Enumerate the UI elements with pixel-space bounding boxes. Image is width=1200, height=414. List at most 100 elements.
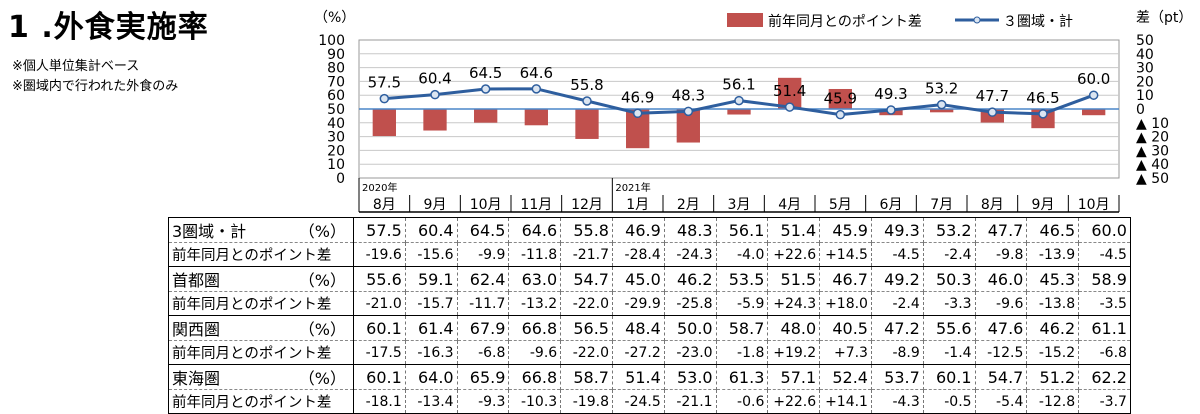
- table-cell: -23.0: [664, 340, 717, 365]
- row-label-text: 3圏域・計: [172, 222, 247, 241]
- table-cell: 46.9: [612, 217, 665, 243]
- table-cell: 48.3: [664, 217, 717, 243]
- table-cell: 58.9: [1078, 266, 1131, 292]
- page-title: 1 .外食実施率: [8, 10, 209, 45]
- table-cell: 55.6: [353, 266, 406, 292]
- bar-diff: [372, 109, 396, 137]
- row-label-text: 前年同月とのポイント差: [172, 297, 332, 313]
- table-cell: 51.2: [1026, 364, 1080, 390]
- right-axis-unit: 差（pt）: [1136, 10, 1192, 26]
- table-cell: -4.5: [871, 242, 924, 267]
- line-data-label: 57.5: [368, 74, 401, 92]
- right-tick-label: ▲ 40: [1136, 157, 1169, 173]
- table-cell: -11.8: [508, 242, 562, 267]
- table-cell: 58.7: [716, 315, 769, 341]
- x-tick-label: 9月: [424, 197, 447, 213]
- table-cell: 51.4: [612, 364, 665, 390]
- left-tick-label: 30: [327, 130, 345, 146]
- table-cell: -13.2: [508, 291, 562, 316]
- table-cell: -27.2: [612, 340, 665, 365]
- line-point: [886, 105, 896, 115]
- row-label-text: 前年同月とのポイント差: [172, 248, 332, 264]
- row-label-text: 東海圏: [172, 369, 221, 388]
- row-label: 前年同月とのポイント差: [168, 242, 354, 267]
- line-data-label: 60.4: [418, 70, 451, 88]
- row-label: 東海圏 （%）: [168, 364, 354, 390]
- x-tick-label: 8月: [981, 197, 1004, 213]
- bar-diff: [423, 109, 447, 131]
- right-tick-label: 0: [1136, 102, 1145, 118]
- right-tick-label: ▲ 10: [1136, 116, 1169, 132]
- table-cell: -9.8: [975, 242, 1028, 267]
- table-row-rate: 関西圏 （%） 60.1 61.4 67.9 66.8 56.5 48.4 50.0 58.7 48…: [168, 315, 1131, 341]
- line-point: [632, 108, 643, 119]
- table-row-diff: 前年同月とのポイント差 -19.6 -15.6 -9.9 -11.8 -21.7 -28.4…: [168, 242, 1131, 267]
- table-cell: 53.5: [716, 266, 769, 292]
- table-cell: 46.7: [819, 266, 872, 292]
- table-cell: 53.2: [923, 217, 976, 243]
- table-cell: 66.8: [508, 315, 562, 341]
- table-cell: -4.0: [716, 242, 769, 267]
- table-cell: 45.3: [1026, 266, 1080, 292]
- line-data-label: 53.2: [925, 80, 958, 98]
- row-unit: （%）: [298, 369, 346, 388]
- legend-bar-swatch: [727, 13, 763, 27]
- row-unit: （%）: [298, 271, 346, 290]
- table-cell: 61.1: [1078, 315, 1131, 341]
- table-cell: 55.6: [923, 315, 976, 341]
- table-cell: 47.2: [871, 315, 924, 341]
- table-cell: -2.4: [871, 291, 924, 316]
- left-tick-label: 70: [327, 74, 345, 90]
- line-point: [1088, 90, 1099, 100]
- table-cell: -11.7: [457, 291, 510, 316]
- row-unit: （%）: [298, 222, 346, 241]
- table-cell: -1.8: [716, 340, 769, 365]
- table-cell: 53.7: [871, 364, 924, 390]
- row-label-text: 首都圏: [172, 271, 221, 290]
- table-cell: -12.5: [975, 340, 1028, 365]
- table-cell: 52.4: [819, 364, 872, 390]
- table-cell: 46.2: [1026, 315, 1080, 341]
- table-cell: 64.0: [405, 364, 458, 390]
- table-cell: -22.0: [560, 340, 613, 365]
- row-label: 関西圏 （%）: [168, 315, 354, 341]
- bar-diff: [676, 109, 700, 143]
- x-tick-label: 1月: [626, 197, 649, 213]
- table-cell: 59.1: [405, 266, 458, 292]
- table-cell: -4.5: [1078, 242, 1131, 267]
- table-cell: -2.4: [923, 242, 976, 267]
- table-cell: -9.6: [975, 291, 1028, 316]
- left-axis-unit: （%）: [314, 10, 355, 26]
- right-tick-label: 40: [1136, 47, 1154, 63]
- x-tick-label: 7月: [930, 197, 953, 213]
- line-point: [480, 84, 491, 94]
- left-tick-label: 10: [327, 157, 345, 173]
- x-tick-label: 5月: [829, 197, 852, 213]
- table-cell: +24.3: [767, 291, 821, 316]
- x-tick-label: 8月: [373, 197, 396, 213]
- line-data-label: 48.3: [672, 86, 705, 104]
- bar-diff: [474, 109, 498, 123]
- right-tick-label: ▲ 20: [1136, 130, 1169, 146]
- line-data-label: 47.7: [976, 87, 1009, 105]
- line-data-label: 64.6: [520, 64, 553, 82]
- row-label: 前年同月とのポイント差: [168, 340, 354, 365]
- table-cell: -6.8: [457, 340, 510, 365]
- bar-diff: [778, 77, 802, 109]
- table-cell: -22.0: [560, 291, 613, 316]
- x-tick-label: 11月: [520, 197, 552, 213]
- table-cell: +7.3: [819, 340, 872, 365]
- table-cell: 60.1: [353, 364, 406, 390]
- bar-diff: [575, 109, 599, 139]
- note-basis: ※個人単位集計ベース: [12, 59, 140, 74]
- right-tick-label: 50: [1136, 33, 1154, 49]
- line-data-label: 64.5: [469, 64, 502, 82]
- line-data-label: 46.5: [1026, 89, 1059, 107]
- line-data-label: 46.9: [621, 88, 654, 106]
- left-tick-label: 90: [327, 47, 345, 63]
- x-tick-label: 10月: [470, 197, 502, 213]
- table-cell: 54.7: [975, 364, 1028, 390]
- line-point: [734, 95, 744, 106]
- table-row-diff: 前年同月とのポイント差 -21.0 -15.7 -11.7 -13.2 -22.0 -29.…: [168, 291, 1131, 316]
- right-tick-label: ▲ 50: [1136, 171, 1169, 187]
